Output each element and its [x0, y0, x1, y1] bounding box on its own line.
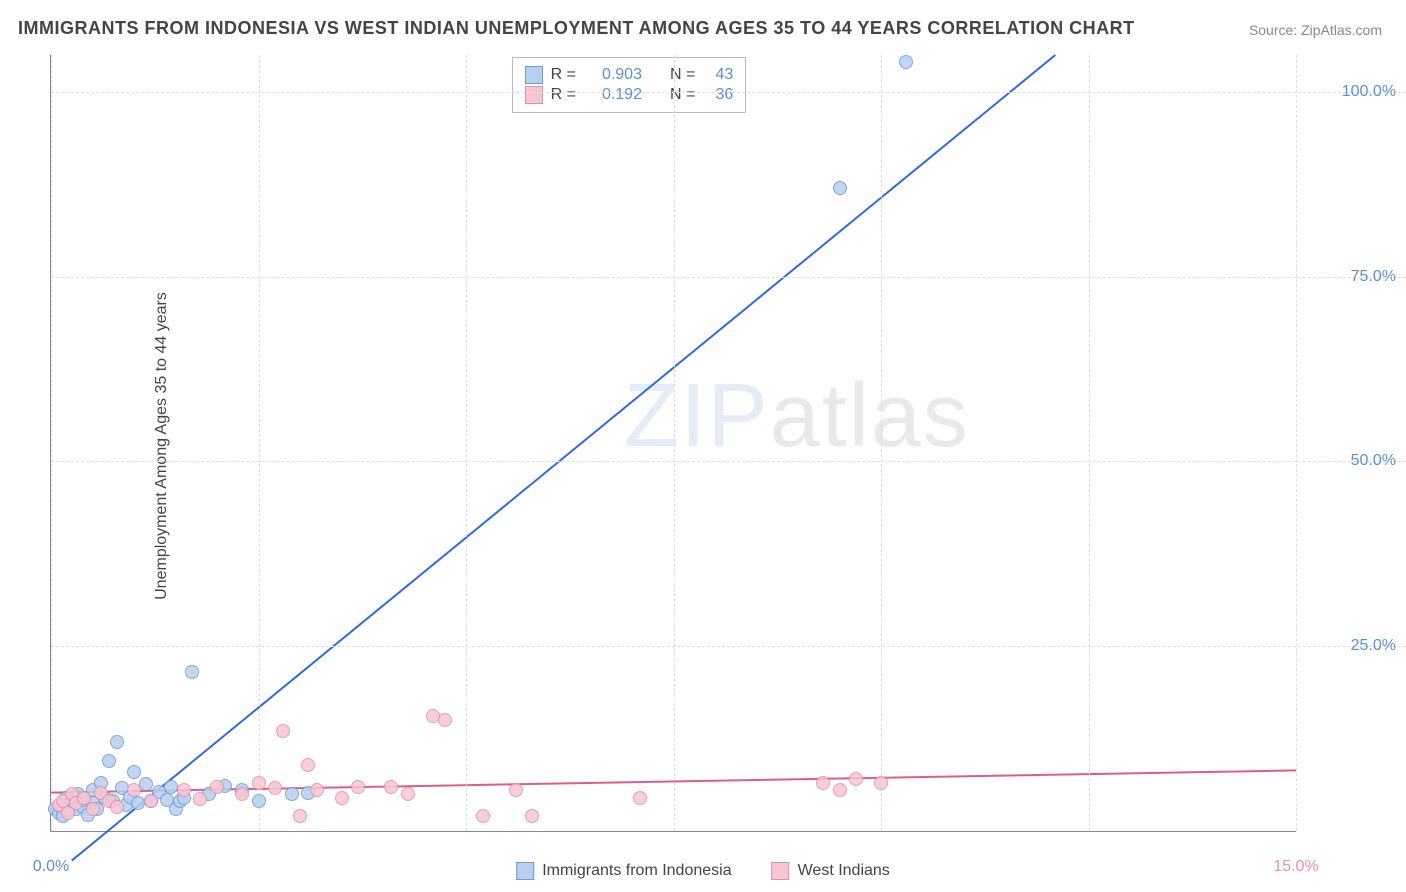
- x-tick-label: 15.0%: [1273, 858, 1318, 876]
- data-point: [509, 783, 523, 797]
- data-point: [384, 780, 398, 794]
- data-point: [177, 783, 191, 797]
- data-point: [276, 724, 290, 738]
- legend-r-value: 0.192: [584, 86, 642, 104]
- data-point: [310, 783, 324, 797]
- legend-series-name: West Indians: [798, 862, 890, 880]
- data-point: [438, 713, 452, 727]
- legend-swatch: [516, 862, 534, 880]
- data-point: [252, 794, 266, 808]
- y-tick-label: 75.0%: [1351, 268, 1396, 286]
- data-point: [335, 791, 349, 805]
- data-point: [127, 765, 141, 779]
- gridline-h: [51, 277, 1406, 278]
- data-point: [210, 780, 224, 794]
- data-point: [816, 776, 830, 790]
- data-point: [285, 787, 299, 801]
- data-point: [293, 809, 307, 823]
- data-point: [110, 735, 124, 749]
- gridline-h: [51, 461, 1406, 462]
- data-point: [185, 665, 199, 679]
- gridline-h: [51, 646, 1406, 647]
- trend-line: [72, 55, 1056, 861]
- gridline-v: [259, 55, 260, 831]
- gridline-v: [51, 55, 52, 831]
- data-point: [301, 758, 315, 772]
- data-point: [633, 791, 647, 805]
- gridline-v: [1089, 55, 1090, 831]
- legend-item: West Indians: [772, 862, 890, 880]
- gridline-v: [881, 55, 882, 831]
- legend-swatch: [772, 862, 790, 880]
- legend-series-name: Immigrants from Indonesia: [542, 862, 731, 880]
- data-point: [235, 787, 249, 801]
- data-point: [874, 776, 888, 790]
- data-point: [476, 809, 490, 823]
- gridline-h: [51, 92, 1406, 93]
- legend-corr-row: R =0.903N =43: [525, 66, 734, 84]
- source-attribution: Source: ZipAtlas.com: [1249, 22, 1382, 38]
- gridline-v: [466, 55, 467, 831]
- plot-area: ZIPatlas R =0.903N =43R =0.192N =36 25.0…: [50, 55, 1296, 832]
- data-point: [102, 754, 116, 768]
- y-tick-label: 25.0%: [1351, 637, 1396, 655]
- chart-title: IMMIGRANTS FROM INDONESIA VS WEST INDIAN…: [18, 18, 1135, 39]
- legend-r-label: R =: [551, 66, 576, 84]
- y-tick-label: 100.0%: [1342, 83, 1396, 101]
- data-point: [351, 780, 365, 794]
- legend-swatch: [525, 66, 543, 84]
- data-point: [252, 776, 266, 790]
- data-point: [86, 802, 100, 816]
- correlation-legend: R =0.903N =43R =0.192N =36: [512, 57, 747, 113]
- y-tick-label: 50.0%: [1351, 452, 1396, 470]
- legend-n-value: 43: [703, 66, 733, 84]
- data-point: [127, 783, 141, 797]
- legend-swatch: [525, 86, 543, 104]
- legend-r-value: 0.903: [584, 66, 642, 84]
- data-point: [833, 783, 847, 797]
- data-point: [193, 792, 207, 806]
- watermark: ZIPatlas: [624, 365, 970, 468]
- data-point: [849, 772, 863, 786]
- legend-r-label: R =: [551, 86, 576, 104]
- data-point: [899, 55, 913, 69]
- data-point: [144, 794, 158, 808]
- data-point: [401, 787, 415, 801]
- series-legend: Immigrants from Indonesia West Indians: [516, 862, 890, 880]
- gridline-v: [1296, 55, 1297, 831]
- x-tick-label: 0.0%: [33, 858, 69, 876]
- data-point: [268, 781, 282, 795]
- data-point: [833, 181, 847, 195]
- legend-item: Immigrants from Indonesia: [516, 862, 731, 880]
- legend-n-value: 36: [703, 86, 733, 104]
- legend-corr-row: R =0.192N =36: [525, 86, 734, 104]
- data-point: [110, 800, 124, 814]
- data-point: [525, 809, 539, 823]
- gridline-v: [674, 55, 675, 831]
